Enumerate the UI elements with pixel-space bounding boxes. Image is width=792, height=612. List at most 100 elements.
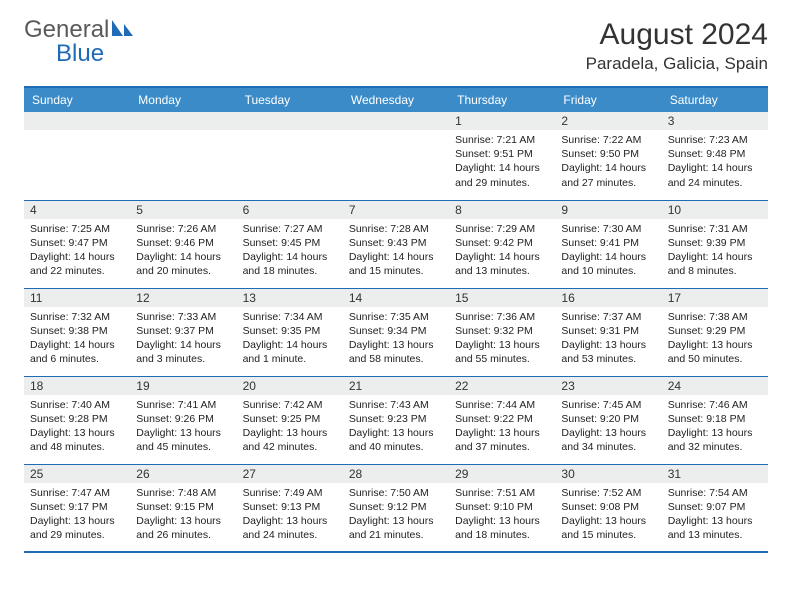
calendar-day-cell: 22Sunrise: 7:44 AMSunset: 9:22 PMDayligh…: [449, 376, 555, 464]
day-details: Sunrise: 7:36 AMSunset: 9:32 PMDaylight:…: [449, 307, 555, 370]
day-details: Sunrise: 7:21 AMSunset: 9:51 PMDaylight:…: [449, 130, 555, 193]
calendar-day-cell: [237, 112, 343, 200]
sunrise-line: Sunrise: 7:49 AM: [243, 486, 337, 500]
weekday-header: Tuesday: [237, 87, 343, 112]
sunset-line: Sunset: 9:08 PM: [561, 500, 655, 514]
sunset-line: Sunset: 9:31 PM: [561, 324, 655, 338]
daylight-line: Daylight: 13 hours and 45 minutes.: [136, 426, 230, 454]
title-block: August 2024 Paradela, Galicia, Spain: [586, 18, 768, 74]
sunset-line: Sunset: 9:45 PM: [243, 236, 337, 250]
day-number: 28: [343, 465, 449, 483]
sunset-line: Sunset: 9:18 PM: [668, 412, 762, 426]
calendar-day-cell: 29Sunrise: 7:51 AMSunset: 9:10 PMDayligh…: [449, 464, 555, 552]
daylight-line: Daylight: 14 hours and 22 minutes.: [30, 250, 124, 278]
day-number: 30: [555, 465, 661, 483]
logo-sail-icon: [111, 18, 135, 42]
daylight-line: Daylight: 13 hours and 40 minutes.: [349, 426, 443, 454]
day-details: Sunrise: 7:42 AMSunset: 9:25 PMDaylight:…: [237, 395, 343, 458]
day-details: Sunrise: 7:28 AMSunset: 9:43 PMDaylight:…: [343, 219, 449, 282]
sunset-line: Sunset: 9:07 PM: [668, 500, 762, 514]
sunset-line: Sunset: 9:42 PM: [455, 236, 549, 250]
calendar-day-cell: 24Sunrise: 7:46 AMSunset: 9:18 PMDayligh…: [662, 376, 768, 464]
calendar-week-row: 18Sunrise: 7:40 AMSunset: 9:28 PMDayligh…: [24, 376, 768, 464]
calendar-day-cell: 5Sunrise: 7:26 AMSunset: 9:46 PMDaylight…: [130, 200, 236, 288]
day-number: 20: [237, 377, 343, 395]
day-details: Sunrise: 7:34 AMSunset: 9:35 PMDaylight:…: [237, 307, 343, 370]
day-number: 12: [130, 289, 236, 307]
sunset-line: Sunset: 9:46 PM: [136, 236, 230, 250]
sunrise-line: Sunrise: 7:25 AM: [30, 222, 124, 236]
calendar-day-cell: 21Sunrise: 7:43 AMSunset: 9:23 PMDayligh…: [343, 376, 449, 464]
day-number: 2: [555, 112, 661, 130]
sunset-line: Sunset: 9:34 PM: [349, 324, 443, 338]
day-details: Sunrise: 7:43 AMSunset: 9:23 PMDaylight:…: [343, 395, 449, 458]
sunrise-line: Sunrise: 7:42 AM: [243, 398, 337, 412]
weekday-header: Friday: [555, 87, 661, 112]
logo: GeneralBlue: [24, 18, 135, 66]
weekday-header: Monday: [130, 87, 236, 112]
sunset-line: Sunset: 9:32 PM: [455, 324, 549, 338]
day-details: Sunrise: 7:49 AMSunset: 9:13 PMDaylight:…: [237, 483, 343, 546]
day-number: 6: [237, 201, 343, 219]
sunset-line: Sunset: 9:20 PM: [561, 412, 655, 426]
day-number: 16: [555, 289, 661, 307]
calendar-day-cell: 11Sunrise: 7:32 AMSunset: 9:38 PMDayligh…: [24, 288, 130, 376]
day-details: Sunrise: 7:48 AMSunset: 9:15 PMDaylight:…: [130, 483, 236, 546]
day-details: Sunrise: 7:33 AMSunset: 9:37 PMDaylight:…: [130, 307, 236, 370]
sunrise-line: Sunrise: 7:23 AM: [668, 133, 762, 147]
calendar-day-cell: 14Sunrise: 7:35 AMSunset: 9:34 PMDayligh…: [343, 288, 449, 376]
daylight-line: Daylight: 13 hours and 53 minutes.: [561, 338, 655, 366]
calendar-day-cell: 25Sunrise: 7:47 AMSunset: 9:17 PMDayligh…: [24, 464, 130, 552]
sunset-line: Sunset: 9:39 PM: [668, 236, 762, 250]
sunrise-line: Sunrise: 7:47 AM: [30, 486, 124, 500]
calendar-table: SundayMondayTuesdayWednesdayThursdayFrid…: [24, 86, 768, 553]
sunset-line: Sunset: 9:41 PM: [561, 236, 655, 250]
sunset-line: Sunset: 9:43 PM: [349, 236, 443, 250]
sunset-line: Sunset: 9:38 PM: [30, 324, 124, 338]
sunrise-line: Sunrise: 7:30 AM: [561, 222, 655, 236]
sunrise-line: Sunrise: 7:21 AM: [455, 133, 549, 147]
sunset-line: Sunset: 9:13 PM: [243, 500, 337, 514]
sunrise-line: Sunrise: 7:35 AM: [349, 310, 443, 324]
sunset-line: Sunset: 9:26 PM: [136, 412, 230, 426]
sunrise-line: Sunrise: 7:32 AM: [30, 310, 124, 324]
day-details: Sunrise: 7:52 AMSunset: 9:08 PMDaylight:…: [555, 483, 661, 546]
weekday-header: Sunday: [24, 87, 130, 112]
calendar-day-cell: 2Sunrise: 7:22 AMSunset: 9:50 PMDaylight…: [555, 112, 661, 200]
calendar-day-cell: 15Sunrise: 7:36 AMSunset: 9:32 PMDayligh…: [449, 288, 555, 376]
daylight-line: Daylight: 14 hours and 8 minutes.: [668, 250, 762, 278]
daylight-line: Daylight: 13 hours and 32 minutes.: [668, 426, 762, 454]
day-details: Sunrise: 7:47 AMSunset: 9:17 PMDaylight:…: [24, 483, 130, 546]
calendar-day-cell: 9Sunrise: 7:30 AMSunset: 9:41 PMDaylight…: [555, 200, 661, 288]
daylight-line: Daylight: 14 hours and 1 minute.: [243, 338, 337, 366]
day-details: Sunrise: 7:25 AMSunset: 9:47 PMDaylight:…: [24, 219, 130, 282]
sunset-line: Sunset: 9:50 PM: [561, 147, 655, 161]
daylight-line: Daylight: 13 hours and 37 minutes.: [455, 426, 549, 454]
sunset-line: Sunset: 9:23 PM: [349, 412, 443, 426]
sunset-line: Sunset: 9:17 PM: [30, 500, 124, 514]
day-number: 1: [449, 112, 555, 130]
calendar-day-cell: 26Sunrise: 7:48 AMSunset: 9:15 PMDayligh…: [130, 464, 236, 552]
daylight-line: Daylight: 13 hours and 50 minutes.: [668, 338, 762, 366]
calendar-day-cell: [130, 112, 236, 200]
sunset-line: Sunset: 9:22 PM: [455, 412, 549, 426]
calendar-day-cell: 6Sunrise: 7:27 AMSunset: 9:45 PMDaylight…: [237, 200, 343, 288]
daylight-line: Daylight: 13 hours and 18 minutes.: [455, 514, 549, 542]
sunrise-line: Sunrise: 7:31 AM: [668, 222, 762, 236]
day-details: Sunrise: 7:26 AMSunset: 9:46 PMDaylight:…: [130, 219, 236, 282]
day-number: 31: [662, 465, 768, 483]
weekday-header: Saturday: [662, 87, 768, 112]
day-number: 29: [449, 465, 555, 483]
calendar-day-cell: 13Sunrise: 7:34 AMSunset: 9:35 PMDayligh…: [237, 288, 343, 376]
daylight-line: Daylight: 14 hours and 20 minutes.: [136, 250, 230, 278]
calendar-day-cell: 31Sunrise: 7:54 AMSunset: 9:07 PMDayligh…: [662, 464, 768, 552]
weekday-header-row: SundayMondayTuesdayWednesdayThursdayFrid…: [24, 87, 768, 112]
sunrise-line: Sunrise: 7:29 AM: [455, 222, 549, 236]
calendar-day-cell: 16Sunrise: 7:37 AMSunset: 9:31 PMDayligh…: [555, 288, 661, 376]
day-details: Sunrise: 7:40 AMSunset: 9:28 PMDaylight:…: [24, 395, 130, 458]
calendar-week-row: 1Sunrise: 7:21 AMSunset: 9:51 PMDaylight…: [24, 112, 768, 200]
month-title: August 2024: [586, 18, 768, 52]
sunrise-line: Sunrise: 7:44 AM: [455, 398, 549, 412]
daylight-line: Daylight: 14 hours and 6 minutes.: [30, 338, 124, 366]
day-number: 23: [555, 377, 661, 395]
